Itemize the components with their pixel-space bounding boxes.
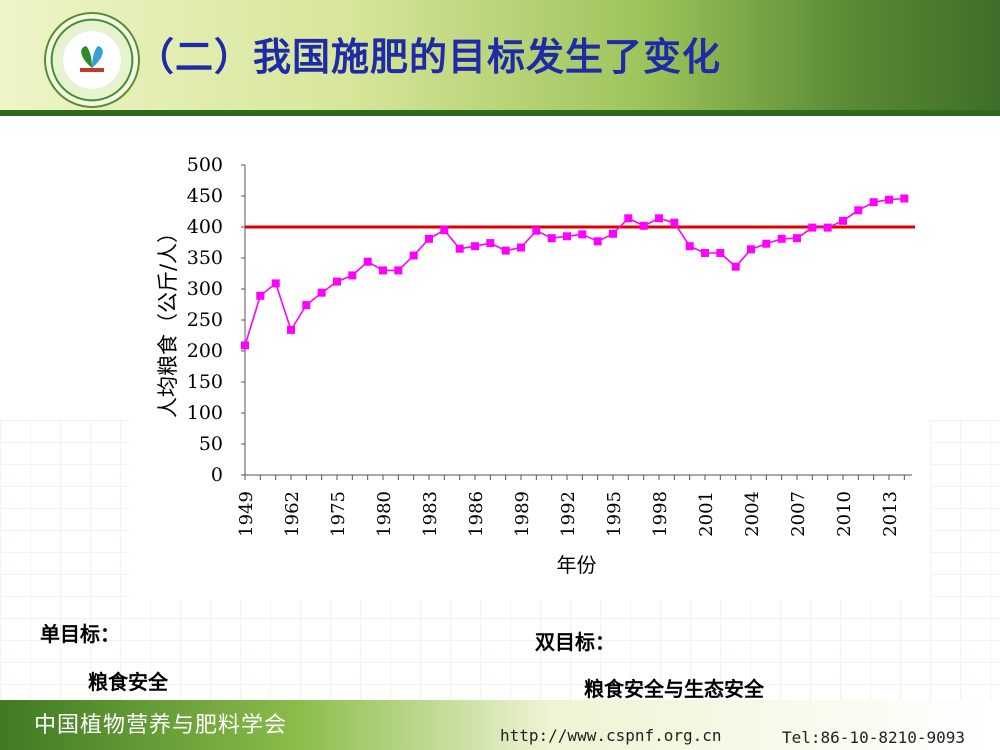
x-tick-label: 1962: [282, 491, 303, 537]
y-tick-label: 50: [199, 433, 223, 455]
data-point: [777, 234, 786, 243]
data-point: [379, 266, 387, 275]
data-point: [486, 239, 495, 248]
data-point: [440, 226, 449, 235]
x-tick-label: 2001: [696, 491, 717, 537]
y-tick-label: 250: [187, 309, 223, 331]
y-tick-label: 100: [187, 402, 223, 424]
x-tick-label: 1995: [604, 491, 625, 537]
x-tick-label: 1949: [236, 491, 257, 537]
data-point: [747, 245, 755, 254]
data-point: [609, 229, 617, 238]
data-point: [425, 234, 433, 243]
chart-container: 0 50 100 150 200 250 300 350 400 450 500 1949 1962 19…: [130, 150, 930, 600]
footer-organization: 中国植物营养与肥料学会: [34, 713, 288, 738]
footer-url-link[interactable]: http://www.cspnf.org.cn: [500, 726, 722, 745]
data-point: [716, 249, 725, 257]
series-line: [244, 197, 905, 346]
data-point: [241, 341, 249, 350]
data-point: [731, 262, 740, 271]
data-point: [271, 279, 280, 288]
data-point: [885, 195, 893, 204]
data-point: [256, 291, 265, 300]
slide-header: [0, 0, 1000, 112]
data-point: [302, 301, 311, 310]
x-tick-label: 1986: [466, 491, 487, 537]
data-point: [317, 288, 326, 297]
x-tick-label: 1998: [650, 491, 671, 537]
y-axis-label: 人均粮食（公斤/人）: [156, 222, 180, 418]
data-point: [501, 246, 510, 255]
y-tick-label: 0: [211, 464, 223, 486]
data-point: [823, 223, 832, 232]
footer-telephone: Tel:86-10-8210-9093: [782, 728, 966, 747]
data-point: [348, 271, 357, 280]
slide-footer: [0, 700, 1000, 750]
x-tick-label: 1980: [374, 491, 395, 537]
data-point: [793, 234, 801, 243]
data-point: [670, 218, 679, 227]
data-point: [624, 214, 633, 223]
data-point: [517, 243, 525, 252]
slide-title: （二）我国施肥的目标发生了变化: [136, 35, 722, 79]
data-point: [547, 234, 556, 243]
data-point: [808, 223, 817, 232]
data-point: [639, 221, 648, 230]
x-tick-label: 1983: [420, 491, 441, 537]
x-tick-label: 2010: [834, 491, 855, 537]
grain-per-capita-chart: 0 50 100 150 200 250 300 350 400 450 500 1949 1962 19…: [156, 154, 915, 577]
data-point: [655, 214, 663, 223]
y-tick-label: 350: [187, 247, 223, 269]
x-tick-label: 2013: [880, 491, 901, 537]
x-tick-label: 1989: [512, 491, 533, 537]
y-tick-label: 300: [187, 278, 223, 300]
y-tick-label: 200: [187, 340, 223, 362]
data-point: [455, 244, 464, 253]
data-point: [563, 232, 571, 241]
y-tick-label: 450: [187, 185, 223, 207]
x-tick-label: 2007: [788, 491, 809, 537]
data-point: [287, 325, 295, 334]
data-point: [900, 194, 909, 203]
data-point: [333, 277, 341, 286]
double-goal-label: 双目标：: [535, 630, 615, 654]
double-goal-value: 粮食安全与生态安全: [584, 677, 764, 701]
data-point: [762, 239, 771, 248]
header-divider: [0, 110, 1000, 116]
data-point: [685, 242, 694, 251]
x-tick-label: 1975: [328, 491, 349, 537]
data-point: [578, 230, 587, 239]
x-tick-label: 2004: [742, 491, 763, 537]
y-tick-label: 400: [187, 216, 223, 238]
data-point: [394, 266, 403, 275]
y-tick-label: 150: [187, 371, 223, 393]
data-point: [471, 242, 479, 251]
data-point: [854, 206, 863, 215]
data-point: [363, 257, 372, 266]
data-point: [532, 226, 541, 235]
data-point: [869, 198, 878, 207]
x-axis-label: 年份: [557, 553, 597, 577]
single-goal-value: 粮食安全: [88, 670, 168, 694]
data-point: [701, 249, 709, 257]
x-tick-label: 1992: [558, 491, 579, 537]
y-tick-label: 500: [187, 154, 223, 176]
data-point: [409, 251, 418, 260]
data-point: [839, 216, 847, 225]
data-point: [593, 237, 602, 246]
society-logo-icon: [44, 12, 140, 108]
single-goal-label: 单目标：: [40, 622, 120, 646]
